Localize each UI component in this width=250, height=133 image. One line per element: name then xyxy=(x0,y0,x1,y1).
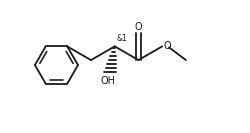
Text: &1: &1 xyxy=(117,34,128,43)
Text: O: O xyxy=(135,22,142,32)
Text: O: O xyxy=(163,41,171,51)
Text: OH: OH xyxy=(100,76,115,86)
